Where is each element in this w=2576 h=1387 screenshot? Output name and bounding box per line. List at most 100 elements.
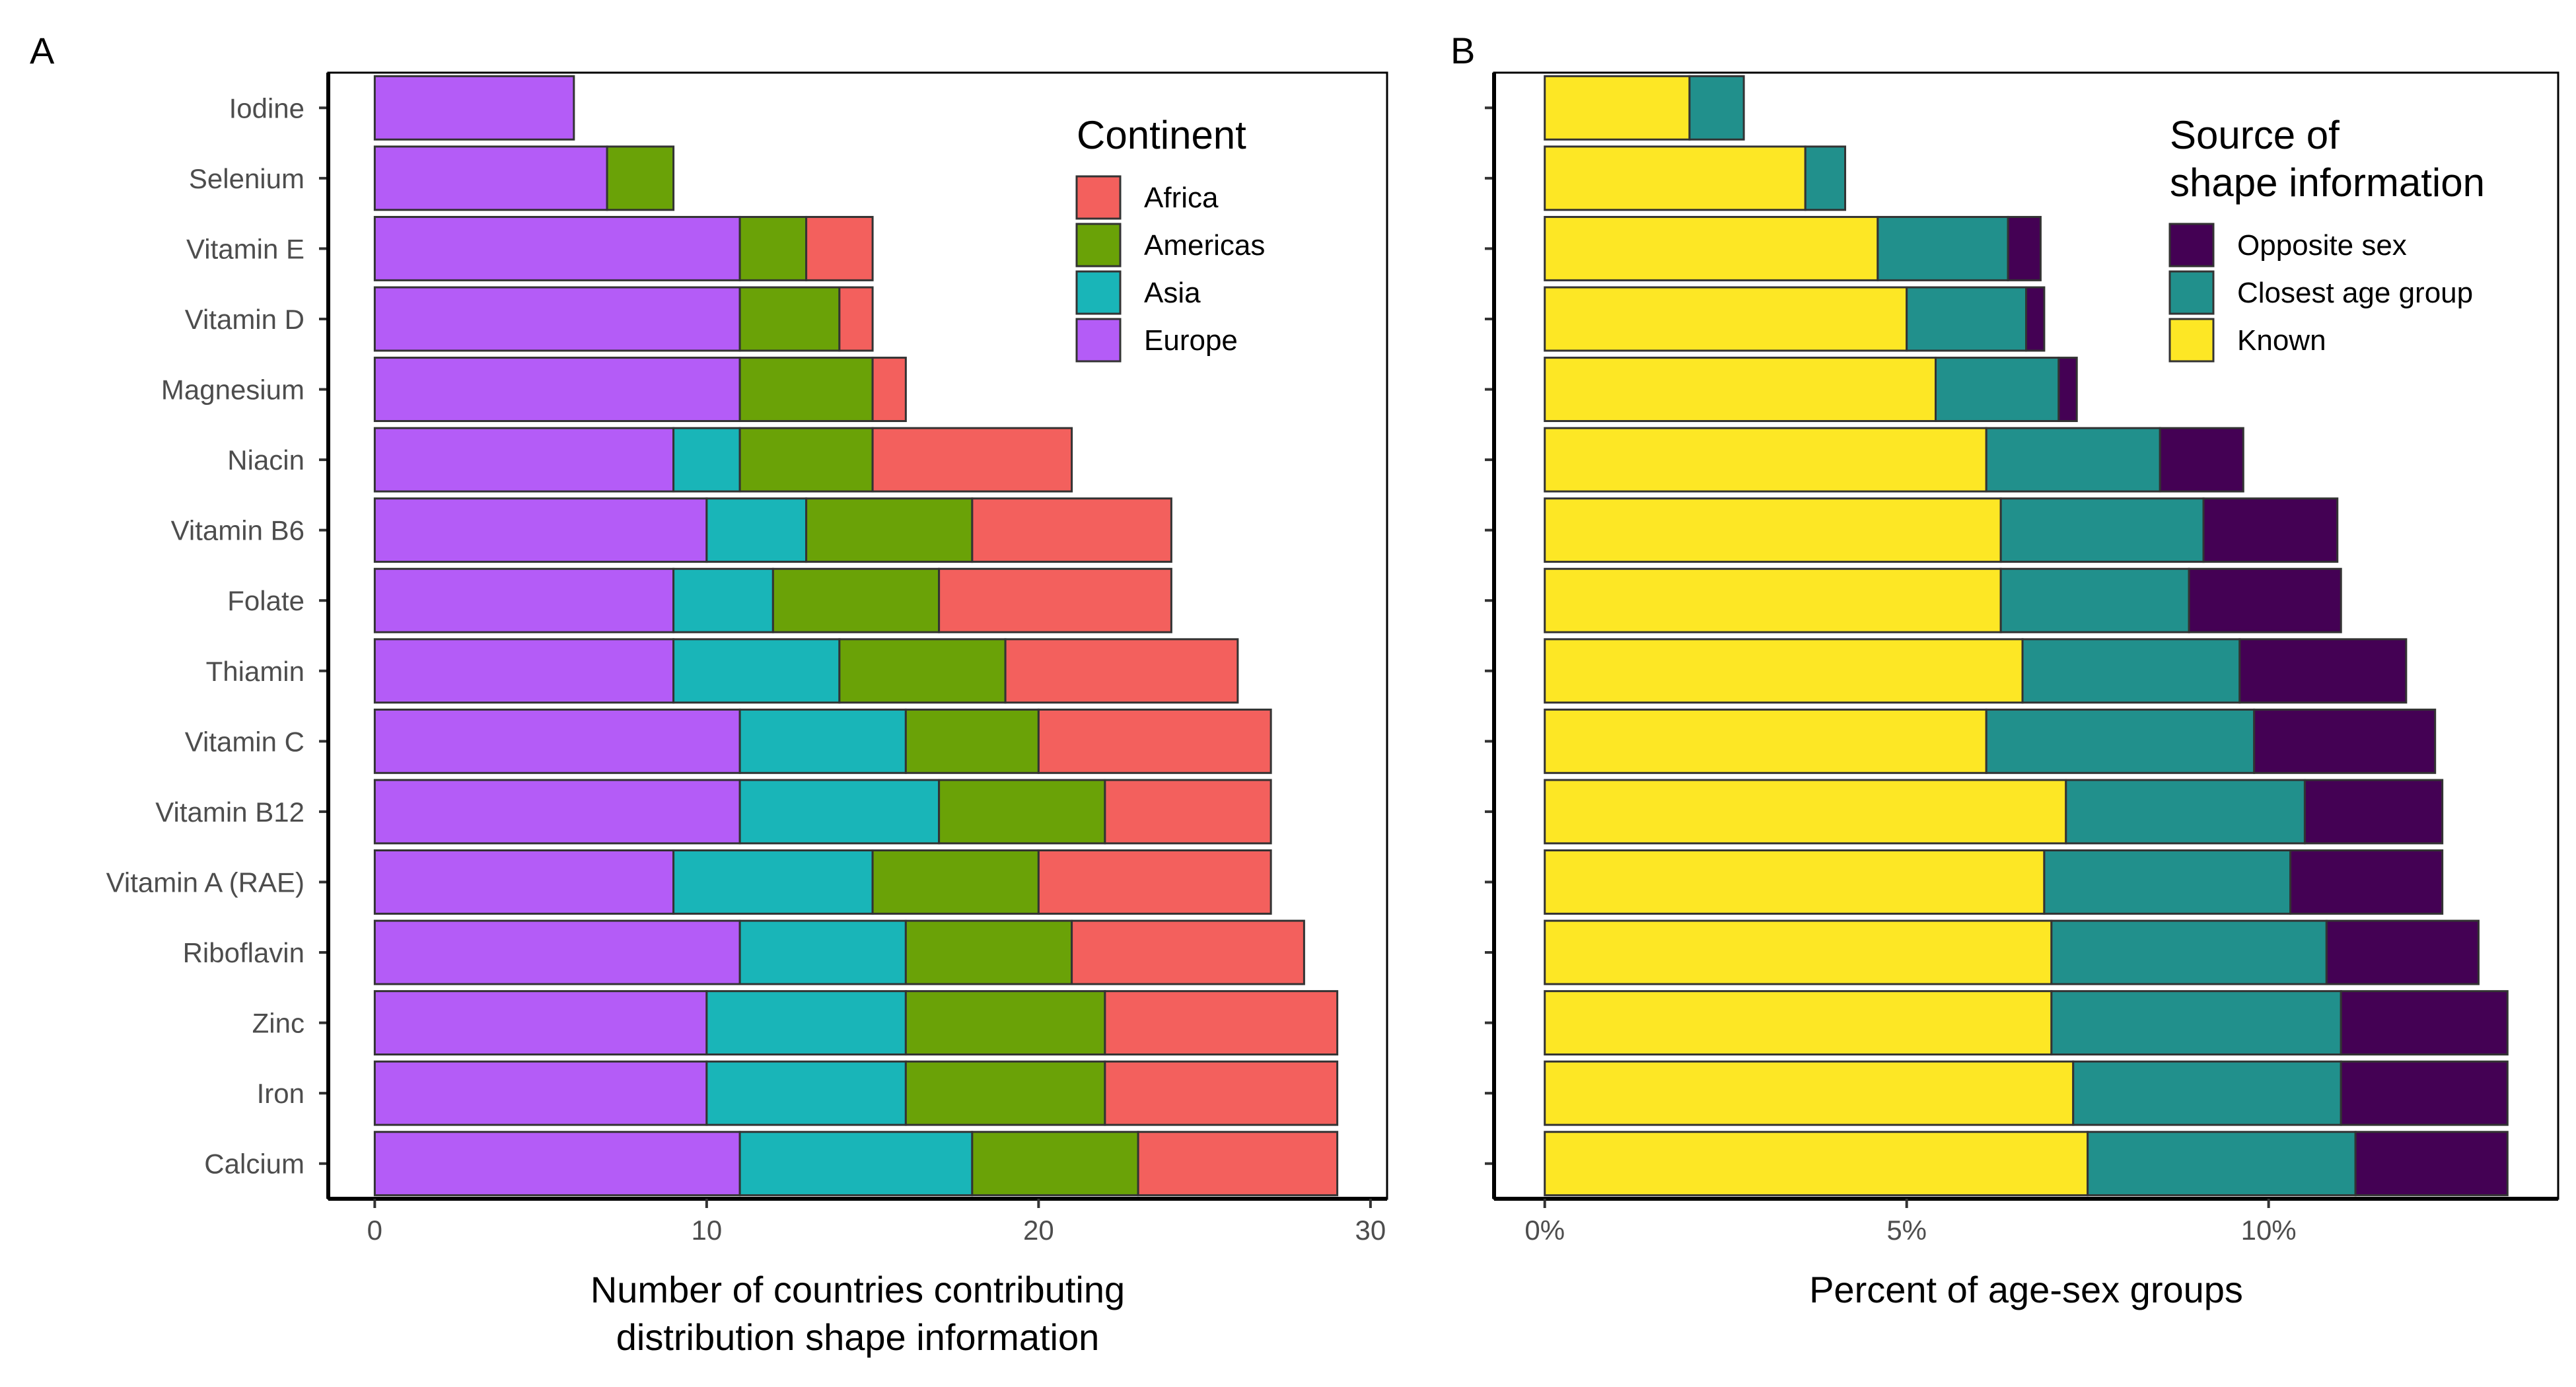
bar-segment-europe-vitamin-e xyxy=(373,215,741,281)
bar-segment-europe-vitamin-b12 xyxy=(373,779,741,845)
legend-swatch-closest-age-group xyxy=(2168,270,2215,315)
bar-segment-europe-iodine xyxy=(373,75,575,141)
legend-title: shape information xyxy=(2170,160,2485,205)
y-tick-label: Magnesium xyxy=(161,374,304,406)
bar-segment-opposite-sex-vitamin-b6 xyxy=(2202,497,2339,563)
y-tick-label: Niacin xyxy=(227,445,304,476)
y-tick-label: Iodine xyxy=(229,92,304,124)
bar-segment-opposite-sex-zinc xyxy=(2340,990,2509,1056)
legend-label: Opposite sex xyxy=(2237,229,2407,262)
bar-segment-opposite-sex-riboflavin xyxy=(2325,919,2480,985)
bar-segment-closest-age-group-selenium xyxy=(1804,145,1847,211)
bar-segment-asia-vitamin-a-rae- xyxy=(672,849,874,915)
bar-segment-africa-magnesium xyxy=(871,357,907,422)
bar-segment-closest-age-group-riboflavin xyxy=(2050,919,2328,985)
bar-segment-closest-age-group-calcium xyxy=(2087,1131,2357,1197)
x-tick-label: 10 xyxy=(691,1215,722,1246)
bar-segment-closest-age-group-vitamin-a-rae- xyxy=(2043,849,2292,915)
bar-segment-americas-selenium xyxy=(606,145,675,211)
bar-segment-known-magnesium xyxy=(1544,357,1937,422)
bar-segment-closest-age-group-zinc xyxy=(2050,990,2342,1056)
legend-label: Americas xyxy=(1144,229,1265,262)
bar-segment-americas-vitamin-d xyxy=(738,286,841,352)
bar-segment-known-thiamin xyxy=(1544,638,2024,704)
legend-title: Source of xyxy=(2170,113,2340,157)
bar-segment-asia-vitamin-b6 xyxy=(705,497,808,563)
bar-segment-known-vitamin-d xyxy=(1544,286,1908,352)
bar-segment-known-folate xyxy=(1544,567,2002,633)
bar-segment-known-iron xyxy=(1544,1060,2075,1126)
bar-segment-opposite-sex-folate xyxy=(2188,567,2342,633)
x-tick-label: 10% xyxy=(2241,1215,2297,1246)
y-tick-label: Vitamin B6 xyxy=(171,515,304,546)
bar-segment-americas-niacin xyxy=(738,427,874,493)
bar-segment-known-vitamin-b6 xyxy=(1544,497,2002,563)
y-tick-label: Vitamin D xyxy=(185,304,304,335)
bar-segment-americas-thiamin xyxy=(838,638,1007,704)
legend-swatch-americas xyxy=(1075,223,1122,267)
legend-title: Continent xyxy=(1077,113,1246,157)
legend-label: Closest age group xyxy=(2237,277,2473,309)
bar-segment-africa-vitamin-c xyxy=(1037,708,1272,774)
bar-segment-closest-age-group-iodine xyxy=(1688,75,1745,141)
x-tick-label: 20 xyxy=(1023,1215,1054,1246)
bar-segment-asia-niacin xyxy=(672,427,741,493)
bar-segment-europe-iron xyxy=(373,1060,708,1126)
bar-segment-americas-zinc xyxy=(904,990,1106,1056)
bar-segment-americas-calcium xyxy=(971,1131,1139,1197)
y-tick-label: Vitamin A (RAE) xyxy=(106,867,304,898)
y-tick-label: Calcium xyxy=(204,1149,304,1180)
y-tick-label: Vitamin C xyxy=(185,726,304,757)
bar-segment-asia-riboflavin xyxy=(738,919,907,985)
bar-segment-known-vitamin-c xyxy=(1544,708,1987,774)
bar-segment-opposite-sex-vitamin-e xyxy=(2007,215,2042,281)
legend-swatch-europe xyxy=(1075,318,1122,363)
bar-segment-opposite-sex-vitamin-d xyxy=(2025,286,2046,352)
y-tick-label: Vitamin B12 xyxy=(155,797,304,828)
bar-segment-africa-zinc xyxy=(1104,990,1339,1056)
bar-segment-asia-folate xyxy=(672,567,774,633)
x-axis-title: Number of countries contributing xyxy=(590,1269,1125,1310)
bar-segment-opposite-sex-niacin xyxy=(2159,427,2244,493)
x-tick-label: 30 xyxy=(1355,1215,1386,1246)
bar-segment-opposite-sex-magnesium xyxy=(2057,357,2078,422)
bar-segment-asia-thiamin xyxy=(672,638,841,704)
bar-segment-closest-age-group-niacin xyxy=(1985,427,2161,493)
bar-segment-closest-age-group-iron xyxy=(2072,1060,2342,1126)
bar-segment-africa-niacin xyxy=(871,427,1073,493)
y-tick-label: Vitamin E xyxy=(186,233,304,264)
bar-segment-closest-age-group-magnesium xyxy=(1935,357,2060,422)
y-tick-label: Thiamin xyxy=(206,656,304,687)
bar-segment-closest-age-group-vitamin-c xyxy=(1985,708,2256,774)
bar-segment-opposite-sex-calcium xyxy=(2354,1131,2509,1197)
bar-segment-europe-calcium xyxy=(373,1131,741,1197)
bar-segment-closest-age-group-vitamin-b12 xyxy=(2065,779,2306,845)
x-tick-label: 0 xyxy=(367,1215,382,1246)
bar-segment-europe-zinc xyxy=(373,990,708,1056)
bar-segment-closest-age-group-vitamin-b6 xyxy=(1999,497,2205,563)
bar-segment-opposite-sex-iron xyxy=(2340,1060,2509,1126)
bar-segment-known-calcium xyxy=(1544,1131,2089,1197)
bar-segment-known-niacin xyxy=(1544,427,1987,493)
bar-segment-americas-folate xyxy=(771,567,941,633)
bar-segment-americas-vitamin-b6 xyxy=(805,497,974,563)
bar-segment-europe-vitamin-c xyxy=(373,708,741,774)
bar-segment-europe-thiamin xyxy=(373,638,675,704)
bar-segment-opposite-sex-vitamin-a-rae- xyxy=(2289,849,2444,915)
bar-segment-europe-selenium xyxy=(373,145,608,211)
bar-segment-europe-riboflavin xyxy=(373,919,741,985)
legend-label: Africa xyxy=(1144,182,1219,214)
bar-segment-africa-vitamin-b12 xyxy=(1104,779,1272,845)
bar-segment-opposite-sex-vitamin-b12 xyxy=(2303,779,2444,845)
x-tick-label: 0% xyxy=(1524,1215,1565,1246)
bar-segment-europe-niacin xyxy=(373,427,675,493)
bar-segment-africa-vitamin-b6 xyxy=(971,497,1172,563)
bar-segment-closest-age-group-thiamin xyxy=(2021,638,2241,704)
legend-swatch-opposite-sex xyxy=(2168,223,2215,267)
bar-segment-africa-iron xyxy=(1104,1060,1339,1126)
bar-segment-known-selenium xyxy=(1544,145,1807,211)
bar-segment-known-vitamin-b12 xyxy=(1544,779,2067,845)
bar-segment-known-zinc xyxy=(1544,990,2053,1056)
legend-label: Asia xyxy=(1144,277,1201,309)
